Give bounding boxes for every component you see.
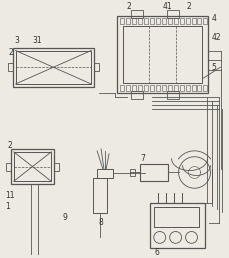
Bar bbox=[13, 47, 94, 87]
Bar bbox=[139, 164, 167, 181]
Bar bbox=[167, 85, 171, 91]
Bar bbox=[155, 18, 159, 24]
Bar bbox=[8, 63, 13, 71]
Text: 7: 7 bbox=[139, 154, 144, 163]
Bar bbox=[137, 85, 141, 91]
Bar bbox=[161, 18, 165, 24]
Text: 1: 1 bbox=[6, 203, 10, 211]
Text: 2: 2 bbox=[8, 141, 12, 150]
Text: 2: 2 bbox=[186, 2, 191, 11]
Text: 2: 2 bbox=[126, 2, 131, 11]
Bar bbox=[203, 18, 207, 24]
Bar bbox=[125, 18, 129, 24]
Bar bbox=[93, 178, 106, 213]
Text: 11: 11 bbox=[6, 191, 15, 200]
Bar bbox=[120, 85, 123, 91]
Bar bbox=[203, 85, 207, 91]
Text: 8: 8 bbox=[98, 218, 102, 227]
Bar bbox=[14, 152, 51, 181]
Text: 3: 3 bbox=[15, 36, 19, 45]
Bar bbox=[129, 168, 134, 176]
Bar bbox=[153, 207, 199, 227]
Bar bbox=[16, 51, 91, 84]
Bar bbox=[197, 85, 201, 91]
Bar bbox=[6, 163, 11, 171]
Bar bbox=[143, 85, 147, 91]
Bar bbox=[125, 85, 129, 91]
Bar bbox=[161, 85, 165, 91]
Bar bbox=[185, 18, 189, 24]
Bar bbox=[130, 91, 142, 99]
Bar bbox=[167, 18, 171, 24]
Bar bbox=[191, 18, 195, 24]
Bar bbox=[117, 16, 207, 93]
Bar bbox=[185, 85, 189, 91]
Text: 42: 42 bbox=[210, 33, 220, 42]
Bar bbox=[120, 18, 123, 24]
Text: 41: 41 bbox=[162, 2, 172, 11]
Bar bbox=[11, 149, 54, 184]
Bar bbox=[131, 18, 135, 24]
Text: 4: 4 bbox=[210, 14, 215, 22]
Bar bbox=[166, 10, 178, 18]
Bar bbox=[149, 18, 153, 24]
Bar bbox=[54, 163, 59, 171]
Text: 5: 5 bbox=[210, 63, 215, 72]
Bar bbox=[166, 91, 178, 99]
Bar bbox=[191, 85, 195, 91]
Bar bbox=[131, 85, 135, 91]
Bar bbox=[149, 203, 204, 248]
Bar bbox=[179, 85, 183, 91]
Bar bbox=[137, 18, 141, 24]
Bar bbox=[179, 18, 183, 24]
Bar bbox=[130, 10, 142, 18]
Bar bbox=[197, 18, 201, 24]
Bar bbox=[173, 85, 177, 91]
Bar bbox=[123, 26, 202, 83]
Bar bbox=[173, 18, 177, 24]
Bar bbox=[143, 18, 147, 24]
Text: 9: 9 bbox=[62, 213, 67, 222]
Text: 31: 31 bbox=[32, 36, 42, 45]
Bar bbox=[94, 63, 99, 71]
Bar bbox=[149, 85, 153, 91]
Text: 2: 2 bbox=[9, 48, 13, 57]
Bar bbox=[97, 168, 112, 178]
Text: 6: 6 bbox=[154, 248, 159, 257]
Bar bbox=[155, 85, 159, 91]
